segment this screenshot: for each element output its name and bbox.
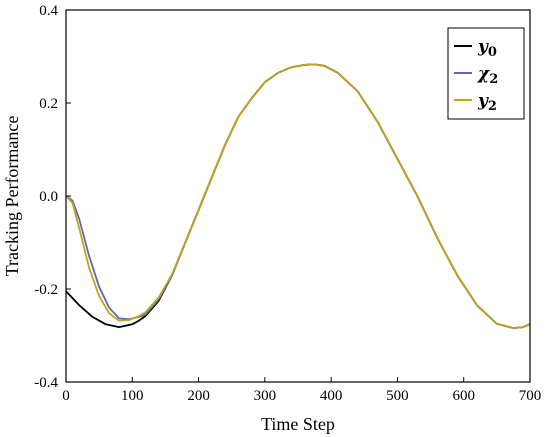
axis-ticks: 0 100 200 300 400 500 600 700 -0.4 -0.2 0.0 0.2 0.4 bbox=[34, 3, 541, 404]
series-line-y2 bbox=[65, 63, 531, 329]
x-tick-label: 200 bbox=[187, 388, 210, 404]
legend-label-subscript: 0 bbox=[488, 45, 497, 60]
legend-label-subscript: 2 bbox=[488, 99, 497, 114]
x-tick-label: 100 bbox=[121, 388, 144, 404]
legend-label-y2: y2 bbox=[477, 91, 497, 114]
legend-label-y0: y0 bbox=[477, 37, 497, 60]
legend-label-name: y bbox=[477, 37, 489, 57]
x-tick-label: 600 bbox=[452, 388, 475, 404]
x-tick-label: 400 bbox=[320, 388, 343, 404]
y-tick-label: 0.2 bbox=[39, 96, 58, 112]
x-tick-label: 500 bbox=[386, 388, 409, 404]
y-tick-label: -0.4 bbox=[34, 375, 58, 391]
x-axis-title: Time Step bbox=[261, 414, 335, 434]
x-tick-label: 0 bbox=[62, 388, 70, 404]
y-tick-label: 0.0 bbox=[39, 189, 58, 205]
y-tick-label: 0.4 bbox=[39, 3, 58, 19]
y-tick-label: -0.2 bbox=[34, 282, 58, 298]
legend-label-x2: χ2 bbox=[477, 64, 498, 87]
legend-label-name: y bbox=[477, 91, 489, 111]
y-axis-title: Tracking Performance bbox=[2, 116, 22, 277]
legend-label-name: χ bbox=[477, 64, 491, 84]
legend-label-subscript: 2 bbox=[489, 72, 498, 87]
x-tick-label: 700 bbox=[519, 388, 542, 404]
plot-layer bbox=[65, 63, 531, 329]
x-tick-label: 300 bbox=[254, 388, 277, 404]
